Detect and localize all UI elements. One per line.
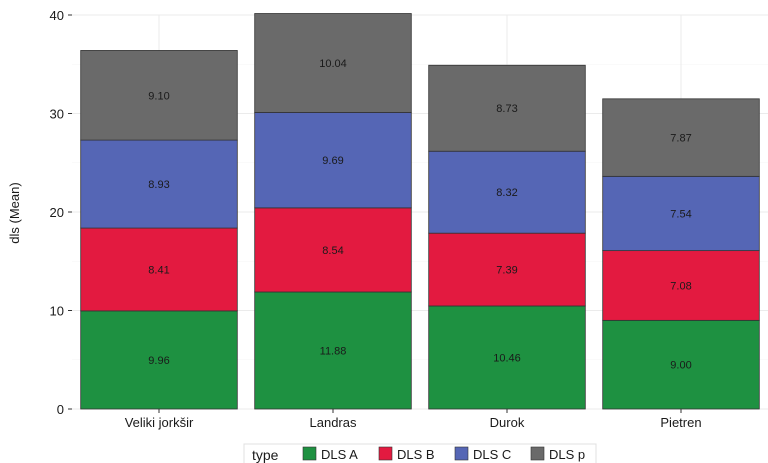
data-label: 8.41 [148, 264, 169, 276]
y-tick-label: 30 [50, 107, 64, 122]
data-label: 9.69 [322, 155, 343, 167]
y-tick-label: 10 [50, 304, 64, 319]
y-tick-label: 40 [50, 8, 64, 23]
data-label: 8.32 [496, 187, 517, 199]
data-label: 10.04 [319, 58, 347, 70]
data-label: 8.93 [148, 179, 169, 191]
bar-segment-dls-p [80, 50, 238, 141]
bar-segment-dls-c [80, 139, 238, 229]
legend: type DLS A DLS B DLS C DLS p [243, 443, 597, 463]
data-label: 9.00 [670, 360, 691, 372]
legend-label: DLS B [397, 447, 435, 462]
data-label: 7.54 [670, 208, 691, 220]
legend-label: DLS C [473, 447, 511, 462]
legend-label: DLS A [321, 447, 358, 462]
x-tick-label: Veliki jorkšir [125, 415, 194, 430]
bar-segment-dls-a [254, 291, 412, 410]
data-label: 9.96 [148, 355, 169, 367]
bar-segment-dls-a [80, 310, 238, 410]
data-label: 9.10 [148, 90, 169, 102]
data-label: 7.08 [670, 280, 691, 292]
legend-title: type [252, 447, 279, 463]
bar-segment-dls-c [254, 112, 412, 209]
data-label: 10.46 [493, 352, 521, 364]
bar-segment-dls-b [602, 250, 760, 321]
legend-key [378, 446, 393, 461]
data-labels: 9.96 8.41 8.93 9.10 11.88 8.54 9.69 10.04 10.46 7… [148, 58, 691, 372]
bars [80, 13, 760, 410]
bar-segment-dls-a [602, 319, 760, 410]
data-label: 11.88 [320, 345, 347, 357]
bar-segment-dls-a [428, 305, 586, 410]
data-label: 7.39 [496, 265, 517, 277]
bar-segment-dls-b [428, 232, 586, 307]
legend-key [530, 446, 545, 461]
y-tick-label: 20 [50, 205, 64, 220]
legend-box [243, 443, 597, 463]
bar-segment-dls-p [428, 64, 586, 152]
data-label: 8.54 [322, 245, 343, 257]
x-axis: Veliki jorkšir Landras Durok Pietren [125, 409, 702, 430]
y-axis: 0 10 20 30 40 [50, 8, 72, 417]
bar-segment-dls-p [602, 98, 760, 177]
x-tick-label: Durok [490, 415, 525, 430]
legend-key [454, 446, 469, 461]
y-tick-label: 0 [57, 402, 64, 417]
data-label: 8.73 [496, 103, 517, 115]
y-axis-title: dls (Mean) [7, 182, 22, 243]
legend-label: DLS p [549, 447, 585, 462]
x-tick-label: Pietren [660, 415, 701, 430]
data-label: 7.87 [670, 133, 691, 145]
x-tick-label: Landras [310, 415, 357, 430]
bar-segment-dls-b [80, 227, 238, 312]
legend-key [302, 446, 317, 461]
bar-segment-dls-p [254, 13, 412, 113]
bar-segment-dls-b [254, 207, 412, 293]
bar-segment-dls-c [602, 175, 760, 252]
